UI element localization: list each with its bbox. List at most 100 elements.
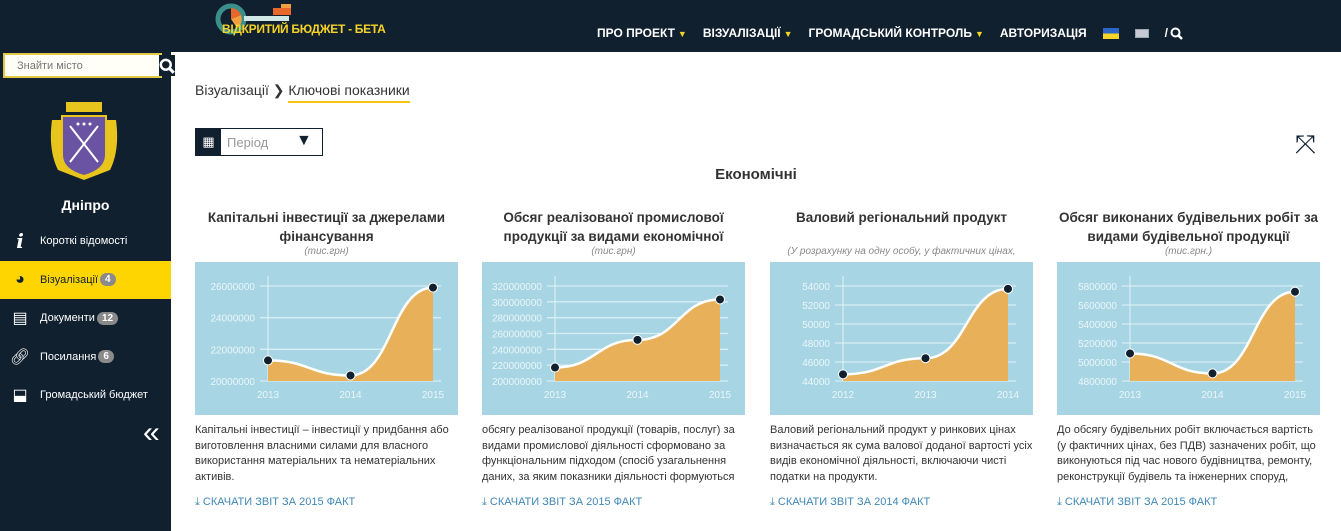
flag-ua-icon[interactable] <box>1102 27 1119 39</box>
area-chart: 44000 46000 48000 50000 52000 54000 2012 2013 20… <box>770 262 1033 415</box>
download-icon: ⤓ <box>770 496 778 508</box>
city-search <box>3 53 175 78</box>
pie-chart-icon: ◕ <box>15 270 25 288</box>
download-label: СКАЧАТИ ЗВІТ ЗА 2015 ФАКТ <box>202 496 356 508</box>
data-point[interactable] <box>1290 286 1300 297</box>
sidebar-item-label: Громадський бюджет <box>40 389 148 402</box>
y-tick-label: 24000000 <box>211 314 256 325</box>
sidebar-item-visualizations[interactable]: ◕ Візуалізації 4 <box>0 260 171 299</box>
search-icon <box>159 58 175 74</box>
chart-card: Обсяг реалізованої промислової продукції… <box>482 208 745 509</box>
y-tick-label: 50000 <box>802 320 830 331</box>
breadcrumb-parent[interactable]: Візуалізації <box>195 82 269 98</box>
nav-label: ГРОМАДСЬКИЙ КОНТРОЛЬ <box>808 26 972 40</box>
breadcrumb: Візуалізації ❯ Ключові показники <box>195 82 410 103</box>
flag-uk-icon[interactable] <box>1134 28 1149 38</box>
data-point[interactable] <box>920 353 931 364</box>
top-bar: ВІДКРИТИЙ БЮДЖЕТ - БЕТА ПРО ПРОЕКТ ▼ ВІЗУ… <box>0 0 1341 52</box>
chevron-right-icon: ❯ <box>272 82 289 98</box>
search-button[interactable] <box>159 55 175 76</box>
download-report-link[interactable]: ⤓ СКАЧАТИ ЗВІТ ЗА 2015 ФАКТ <box>482 496 745 509</box>
card-title: Валовий регіональний продукт <box>795 210 1008 225</box>
data-point[interactable] <box>345 370 356 381</box>
data-point[interactable] <box>263 355 273 366</box>
nav-visualizations[interactable]: ВІЗУАЛІЗАЦІЇ ▼ <box>703 26 793 40</box>
caret-down-icon: ▼ <box>783 29 793 39</box>
series-line <box>267 286 434 377</box>
download-icon: ⤓ <box>1057 496 1065 508</box>
y-tick-label: 5600000 <box>1078 301 1117 312</box>
document-icon: ▤ <box>12 310 28 328</box>
logo-text: ВІДКРИТИЙ БЮДЖЕТ - БЕТА <box>222 22 386 36</box>
data-point[interactable] <box>1207 368 1218 379</box>
x-tick-label: 2014 <box>997 390 1020 401</box>
y-tick-label: 5000000 <box>1078 358 1117 369</box>
x-tick-label: 2013 <box>257 390 280 401</box>
nav-public-control[interactable]: ГРОМАДСЬКИЙ КОНТРОЛЬ ▼ <box>809 26 984 40</box>
y-tick-label: 5200000 <box>1078 339 1117 350</box>
y-tick-label: 240000000 <box>492 345 542 356</box>
count-badge: 12 <box>96 311 119 325</box>
card-unit: (тис.грн) <box>304 246 349 257</box>
download-report-link[interactable]: ⤓ СКАЧАТИ ЗВІТ ЗА 2014 ФАКТ <box>770 496 1033 509</box>
area-chart: 20000000 22000000 24000000 26000000 2013 2014… <box>195 262 458 415</box>
collapse-sidebar-icon[interactable]: « <box>143 416 160 449</box>
y-tick-label: 46000 <box>802 358 830 369</box>
logo-icon[interactable] <box>213 2 413 42</box>
sidebar-item-label: Посилання <box>40 350 97 363</box>
info-icon: i <box>16 229 24 254</box>
nav-login[interactable]: АВТОРИЗАЦІЯ <box>999 26 1087 40</box>
x-tick-label: 2014 <box>339 390 362 401</box>
card-title: Обсяг реалізованої промислової продукції… <box>503 210 724 244</box>
card-unit: (У розрахунку на одну особу, у фактичних… <box>787 246 1016 257</box>
download-icon: ⤓ <box>195 496 203 508</box>
fullscreen-icon[interactable]: ⤧ <box>1295 129 1316 159</box>
y-tick-label: 320000000 <box>492 282 542 293</box>
y-tick-label: 220000000 <box>492 361 542 372</box>
y-tick-label: 4800000 <box>1078 377 1117 388</box>
main-nav: ПРО ПРОЕКТ ▼ ВІЗУАЛІЗАЦІЇ ▼ ГРОМАДСЬКИЙ КО… <box>597 26 1183 40</box>
data-point[interactable] <box>428 282 438 293</box>
period-select[interactable]: ▦ Період ▼ <box>195 128 323 156</box>
search-icon[interactable] <box>1170 27 1183 40</box>
card-description: Капітальні інвестиції – інвестиції у при… <box>195 424 449 483</box>
city-search-input[interactable] <box>5 55 159 76</box>
download-report-link[interactable]: ⤓ СКАЧАТИ ЗВІТ ЗА 2015 ФАКТ <box>1057 496 1320 509</box>
data-point[interactable] <box>632 334 643 345</box>
data-point[interactable] <box>838 369 848 380</box>
x-tick-label: 2014 <box>626 390 649 401</box>
download-report-link[interactable]: ⤓ СКАЧАТИ ЗВІТ ЗА 2015 ФАКТ <box>195 496 458 509</box>
period-placeholder: Період <box>227 135 269 150</box>
download-label: СКАЧАТИ ЗВІТ ЗА 2015 ФАКТ <box>489 496 643 508</box>
link-icon: 🔗︎ <box>9 348 31 366</box>
y-tick-label: 5400000 <box>1078 320 1117 331</box>
area-fill <box>1130 291 1295 381</box>
x-tick-label: 2015 <box>709 390 732 401</box>
separator: / <box>1164 26 1169 40</box>
y-tick-label: 20000000 <box>211 377 256 388</box>
download-label: СКАЧАТИ ЗВІТ ЗА 2014 ФАКТ <box>777 496 931 508</box>
card-unit: (тис.грн.) <box>1164 246 1213 257</box>
sidebar-item-public-budget[interactable]: ⬓ Громадський бюджет <box>0 376 171 415</box>
sidebar-item-documents[interactable]: ▤ Документи 12 <box>0 299 171 338</box>
data-point[interactable] <box>1003 283 1013 294</box>
x-tick-label: 2013 <box>544 390 567 401</box>
card-unit: (тис.грн) <box>591 246 636 257</box>
y-tick-label: 5800000 <box>1078 282 1117 293</box>
download-label: СКАЧАТИ ЗВІТ ЗА 2015 ФАКТ <box>1064 496 1218 508</box>
x-tick-label: 2012 <box>832 390 855 401</box>
data-point[interactable] <box>550 362 560 373</box>
download-icon: ⤓ <box>482 496 490 508</box>
data-point[interactable] <box>715 294 725 305</box>
area-chart: 4800000 5000000 5200000 5400000 5600000 58000… <box>1057 262 1320 415</box>
chart-card: Валовий регіональний продукт (У розрахун… <box>770 208 1033 509</box>
card-description: Валовий регіональний продукт у ринкових … <box>770 424 1033 483</box>
sidebar-item-summary[interactable]: i Короткі відомості <box>0 222 171 261</box>
x-tick-label: 2014 <box>1201 390 1224 401</box>
area-chart: 200000000 220000000 240000000 260000000 2800… <box>482 262 745 415</box>
chart-card: Обсяг виконаних будівельних робіт за вид… <box>1057 208 1320 509</box>
nav-about[interactable]: ПРО ПРОЕКТ ▼ <box>597 26 687 40</box>
breadcrumb-current: Ключові показники <box>288 82 410 103</box>
data-point[interactable] <box>1125 348 1135 359</box>
sidebar-item-links[interactable]: 🔗︎ Посилання 6 <box>0 338 171 377</box>
